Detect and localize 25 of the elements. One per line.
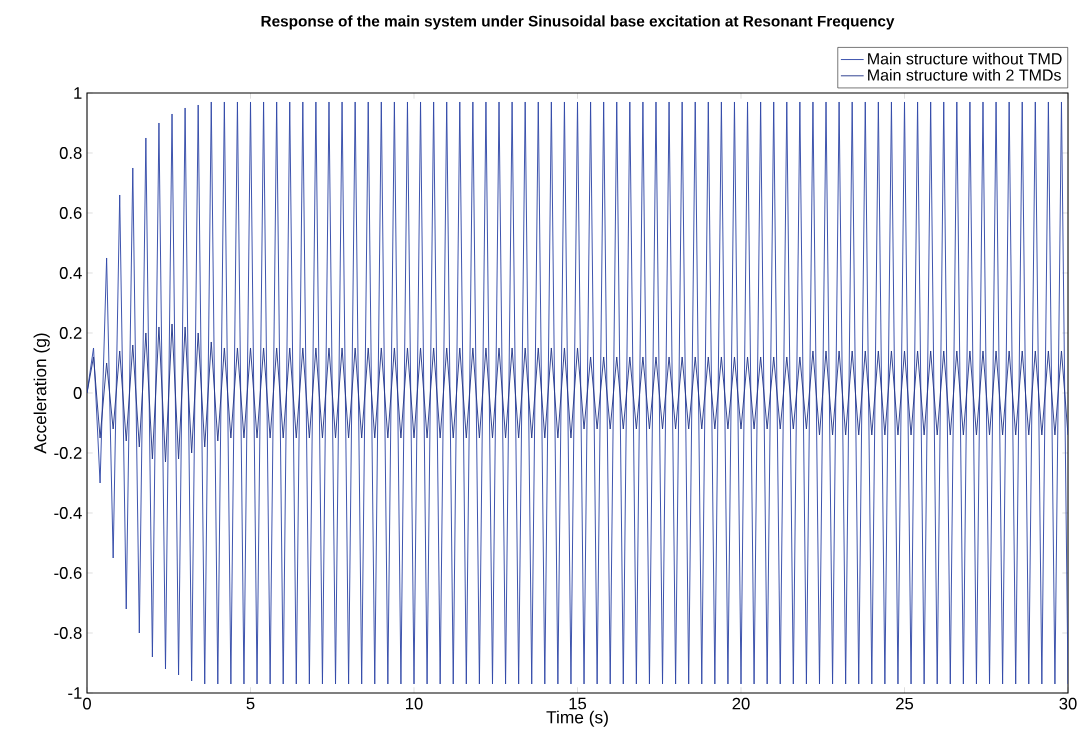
y-tick-label: -1 — [68, 687, 82, 699]
x-tick-label: 25 — [896, 697, 914, 710]
y-tick-label: -0.2 — [54, 447, 82, 459]
y-tick-label: 0 — [73, 387, 82, 399]
y-tick-label: 1 — [74, 87, 82, 99]
x-tick-label: 15 — [569, 697, 587, 710]
y-tick-label: 0.4 — [59, 267, 82, 279]
x-axis-title: Time (s) — [546, 710, 608, 727]
x-tick-label: 0 — [83, 697, 91, 710]
line-series — [87, 323, 1069, 463]
y-tick-label: -0.4 — [54, 507, 82, 519]
y-tick-label: -0.8 — [54, 627, 82, 639]
chart-title: Response of the main system under Sinusoidal base excitation at Resonant Frequency — [261, 15, 895, 30]
y-axis-title: Acceleration (g) — [33, 333, 50, 454]
y-tick-label: 0.2 — [59, 327, 82, 339]
x-tick-label: 30 — [1059, 697, 1077, 710]
y-tick-label: 0.6 — [59, 207, 82, 219]
y-tick-label: -0.6 — [54, 567, 82, 579]
line-series — [87, 101, 1069, 685]
legend-label: Main structure without TMD — [868, 52, 1062, 65]
x-tick-label: 5 — [246, 697, 255, 710]
y-tick-label: 0.8 — [59, 147, 82, 159]
legend-label: Main structure with 2 TMDs — [868, 69, 1061, 81]
x-tick-label: 20 — [732, 697, 750, 710]
x-tick-label: 10 — [406, 697, 423, 710]
